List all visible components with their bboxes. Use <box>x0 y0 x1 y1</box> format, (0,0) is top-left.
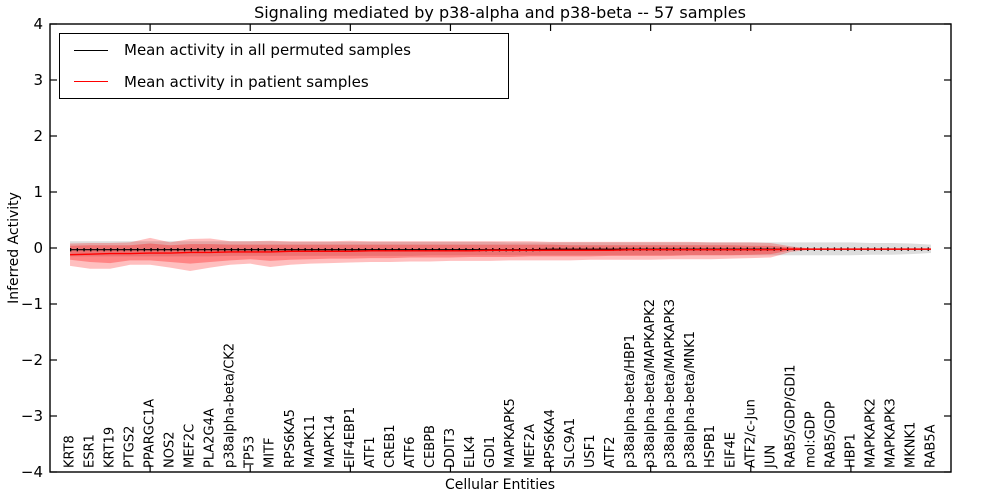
x-entity-label: MITF <box>263 438 278 468</box>
x-entity-label: PPARGC1A <box>143 399 158 468</box>
x-entity-label: ATF2/c-Jun <box>743 399 758 468</box>
x-entity-label: HBP1 <box>843 433 858 468</box>
permuted-std-band <box>70 241 931 257</box>
x-entity-label: MEF2A <box>523 424 538 468</box>
y-tick-label: 2 <box>33 127 43 145</box>
x-entity-label: KRT19 <box>103 427 118 468</box>
y-tick-label: −3 <box>21 407 43 425</box>
x-entity-label: NOS2 <box>163 432 178 468</box>
x-entity-label: TP53 <box>243 436 258 469</box>
x-entity-label: RAB5/GDP <box>823 401 838 468</box>
x-entity-label: MAPK14 <box>323 415 338 468</box>
x-entity-label: HSPB1 <box>703 425 718 468</box>
patient-line-swatch <box>74 81 108 83</box>
x-entity-label: ATF2 <box>603 436 618 468</box>
x-entity-label: KRT8 <box>63 435 78 468</box>
permuted-line-swatch <box>74 49 108 51</box>
x-entity-label: GDI1 <box>483 436 498 468</box>
legend-label-permuted: Mean activity in all permuted samples <box>124 41 411 60</box>
x-entity-label: MKNK1 <box>903 422 918 468</box>
x-entity-label: ATF1 <box>363 436 378 468</box>
x-entity-label: RAB5A <box>923 424 938 468</box>
x-entity-label: mol:GDP <box>803 411 818 468</box>
x-entity-label: DDIT3 <box>443 428 458 468</box>
x-entity-label: MAPKAPK5 <box>503 398 518 468</box>
y-tick-label: −1 <box>21 295 43 313</box>
x-entity-label: RAB5/GDP/GDI1 <box>783 365 798 468</box>
legend-item-permuted: Mean activity in all permuted samples <box>60 35 508 65</box>
x-entity-label: p38alpha-beta/CK2 <box>223 343 238 468</box>
x-entity-label: p38alpha-beta/MAPKAPK2 <box>643 299 658 468</box>
y-axis-title: Inferred Activity <box>6 192 22 304</box>
x-entity-label: USF1 <box>583 434 598 468</box>
x-entity-label: EIF4EBP1 <box>343 407 358 468</box>
x-entity-label: ESR1 <box>83 434 98 468</box>
legend: Mean activity in all permuted samples Me… <box>59 33 509 99</box>
x-entity-label: MEF2C <box>183 424 198 468</box>
x-entity-label: p38alpha-beta/MAPKAPK3 <box>663 299 678 468</box>
y-tick-label: −4 <box>21 463 43 481</box>
y-tick-label: −2 <box>21 351 43 369</box>
legend-label-patient: Mean activity in patient samples <box>124 72 369 91</box>
x-entity-label: RPS6KA4 <box>543 409 558 468</box>
y-tick-label: 0 <box>33 239 43 257</box>
y-tick-label: 1 <box>33 183 43 201</box>
x-axis-title: Cellular Entities <box>444 477 556 493</box>
patient-mean-line <box>70 248 931 256</box>
x-entity-label: SLC9A1 <box>563 418 578 468</box>
legend-item-patient: Mean activity in patient samples <box>60 67 508 97</box>
x-entity-label: PTGS2 <box>123 426 138 468</box>
chart-title: Signaling mediated by p38-alpha and p38-… <box>254 3 746 22</box>
x-entity-label: EIF4E <box>723 432 738 468</box>
x-entity-label: ELK4 <box>463 436 478 468</box>
y-tick-label: 4 <box>33 15 43 33</box>
patient-std-outer-band <box>70 237 931 271</box>
y-tick-label: 3 <box>33 71 43 89</box>
x-entity-label: MAPK11 <box>303 415 318 468</box>
x-entity-label: CREB1 <box>383 424 398 468</box>
x-entity-label: RPS6KA5 <box>283 409 298 468</box>
x-entity-label: MAPKAPK3 <box>883 398 898 468</box>
x-entity-label: JUN <box>763 445 778 469</box>
x-entity-label: ATF6 <box>403 436 418 468</box>
x-entity-label: p38alpha-beta/HBP1 <box>623 334 638 468</box>
x-entity-label: PLA2G4A <box>203 408 218 468</box>
x-entity-label: p38alpha-beta/MNK1 <box>683 331 698 468</box>
x-entity-label: MAPKAPK2 <box>863 398 878 468</box>
x-entity-label: CEBPB <box>423 425 438 468</box>
